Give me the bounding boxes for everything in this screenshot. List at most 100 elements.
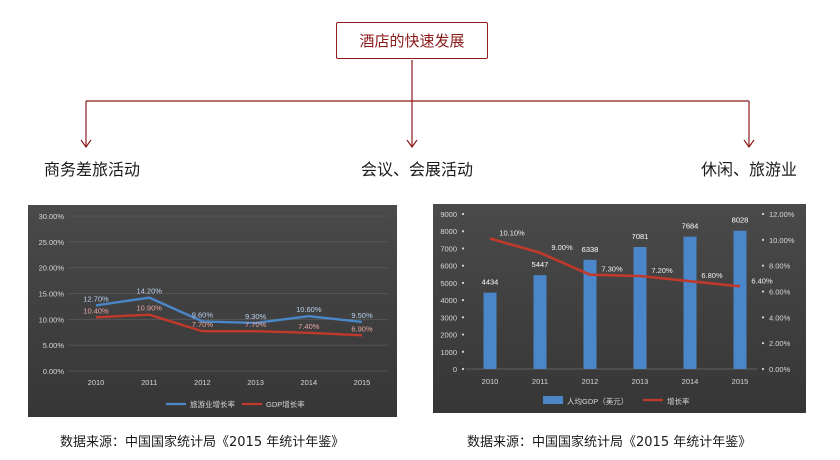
data-label: 10.60%: [296, 305, 322, 314]
x-tick-label: 2014: [682, 377, 699, 386]
y-tick-mark: [461, 333, 465, 336]
x-tick-label: 2015: [732, 377, 749, 386]
x-tick-label: 2013: [632, 377, 649, 386]
y2-tick-label: 10.00%: [769, 236, 795, 245]
data-label: 9.60%: [192, 310, 214, 319]
y-tick-label: 6000: [440, 262, 457, 271]
y-tick-label: 9000: [440, 210, 457, 219]
data-label: 10.90%: [136, 304, 162, 313]
y-tick-label: 7000: [440, 244, 457, 253]
gdp-per-capita-bar-chart: 0 1000 2000 3000 4000 5000 6000 7000 8000 9000 0.0…: [433, 204, 806, 413]
series-line-1: [95, 296, 363, 325]
line-data-label: 10.10%: [499, 229, 525, 238]
data-label: 9.50%: [351, 311, 373, 320]
arrow-down-icon: [743, 139, 755, 149]
y-tick-label: 20.00%: [39, 264, 65, 273]
y-tick-mark: [461, 350, 465, 353]
y2-tick-label: 0.00%: [769, 365, 791, 374]
bar-data-label: 7684: [682, 222, 699, 231]
y-tick-label: 10.00%: [39, 315, 65, 324]
y-tick-label: 30.00%: [39, 212, 65, 221]
y-tick-label: 1000: [440, 348, 457, 357]
y-tick-mark: [461, 247, 465, 250]
bar: [633, 247, 647, 369]
y-tick-mark: [461, 316, 465, 319]
bar-data-label: 5447: [532, 260, 549, 269]
data-label: 9.30%: [245, 312, 267, 321]
x-tick-label: 2012: [582, 377, 599, 386]
y-tick-label: 8000: [440, 227, 457, 236]
line-data-label: 7.20%: [651, 266, 673, 275]
y2-tick-label: 12.00%: [769, 210, 795, 219]
y-tick-label: 0.00%: [43, 367, 65, 376]
y-tick-mark: [461, 299, 465, 302]
line-data-label: 6.80%: [701, 271, 723, 280]
y2-tick-mark: [761, 212, 765, 216]
gdp-per-capita-chart-svg: 0 1000 2000 3000 4000 5000 6000 7000 8000 9000 0.0…: [440, 210, 795, 406]
root-node: 酒店的快速发展: [336, 22, 488, 59]
y-tick-label: 5.00%: [43, 341, 65, 350]
bar-data-label: 6338: [582, 245, 599, 254]
bar: [733, 230, 747, 369]
line-data-label: 6.40%: [751, 276, 773, 285]
branch-node-business-travel: 商务差旅活动: [44, 160, 141, 179]
legend-label: 旅游业增长率: [190, 399, 235, 409]
x-tick-label: 2014: [300, 378, 317, 387]
line-data-label: 9.00%: [551, 243, 573, 252]
x-tick-label: 2012: [194, 378, 211, 387]
growth-rate-line: [489, 237, 741, 288]
legend-label: 人均GDP（美元）: [567, 396, 628, 406]
legend-swatch: [543, 396, 563, 404]
bar: [533, 275, 547, 369]
x-tick-label: 2015: [354, 378, 371, 387]
data-label: 6.90%: [351, 324, 373, 333]
data-label: 14.20%: [136, 287, 162, 296]
y2-tick-mark: [761, 367, 765, 371]
branch-node-conference: 会议、会展活动: [361, 160, 474, 179]
root-node-label: 酒店的快速发展: [359, 32, 465, 50]
data-label: 7.40%: [298, 322, 320, 331]
x-tick-label: 2010: [482, 377, 499, 386]
bar: [683, 236, 697, 369]
legend-label: GDP增长率: [266, 399, 305, 409]
data-label: 10.40%: [83, 306, 109, 315]
y-tick-label: 4000: [440, 296, 457, 305]
series-line-2: [95, 313, 363, 337]
y-tick-label: 5000: [440, 279, 457, 288]
chart-source-note: 数据来源：中国国家统计局《2015 年统计年鉴》: [467, 435, 752, 450]
y2-tick-label: 6.00%: [769, 288, 791, 297]
x-tick-label: 2013: [247, 378, 264, 387]
chart-source-note: 数据来源：中国国家统计局《2015 年统计年鉴》: [60, 435, 345, 450]
y-tick-label: 0: [453, 365, 457, 374]
bar-data-label: 7081: [632, 232, 649, 241]
y-tick-label: 15.00%: [39, 290, 65, 299]
legend-label: 增长率: [667, 396, 690, 406]
y-tick-mark: [461, 281, 465, 284]
y-tick-label: 25.00%: [39, 238, 65, 247]
y2-tick-mark: [761, 264, 765, 267]
bar: [583, 259, 597, 369]
bar-data-label: 8028: [732, 216, 749, 225]
line-data-label: 7.30%: [601, 265, 623, 274]
data-label: 7.70%: [245, 320, 267, 329]
arrow-down-icon: [80, 139, 92, 149]
y2-tick-mark: [761, 316, 765, 319]
y-tick-label: 3000: [440, 313, 457, 322]
tree-connector-lines: [80, 60, 755, 149]
y2-tick-mark: [761, 238, 765, 241]
x-tick-label: 2011: [532, 377, 548, 386]
data-label: 7.70%: [192, 320, 214, 329]
bar-data-label: 4434: [482, 278, 499, 287]
y2-tick-label: 4.00%: [769, 313, 791, 322]
y2-tick-label: 2.00%: [769, 339, 791, 348]
branch-node-leisure-tourism: 休闲、旅游业: [701, 160, 798, 179]
growth-rate-chart-svg: 0.00% 5.00% 10.00% 15.00% 20.00% 25.00% 30.00%…: [39, 212, 388, 409]
y2-tick-mark: [761, 290, 765, 293]
y-tick-label: 2000: [440, 331, 457, 340]
arrow-down-icon: [406, 139, 418, 149]
x-tick-label: 2010: [88, 378, 105, 387]
y2-tick-mark: [761, 342, 765, 345]
y-tick-mark: [461, 212, 465, 216]
data-label: 12.70%: [83, 294, 109, 303]
y-tick-mark: [461, 367, 465, 371]
